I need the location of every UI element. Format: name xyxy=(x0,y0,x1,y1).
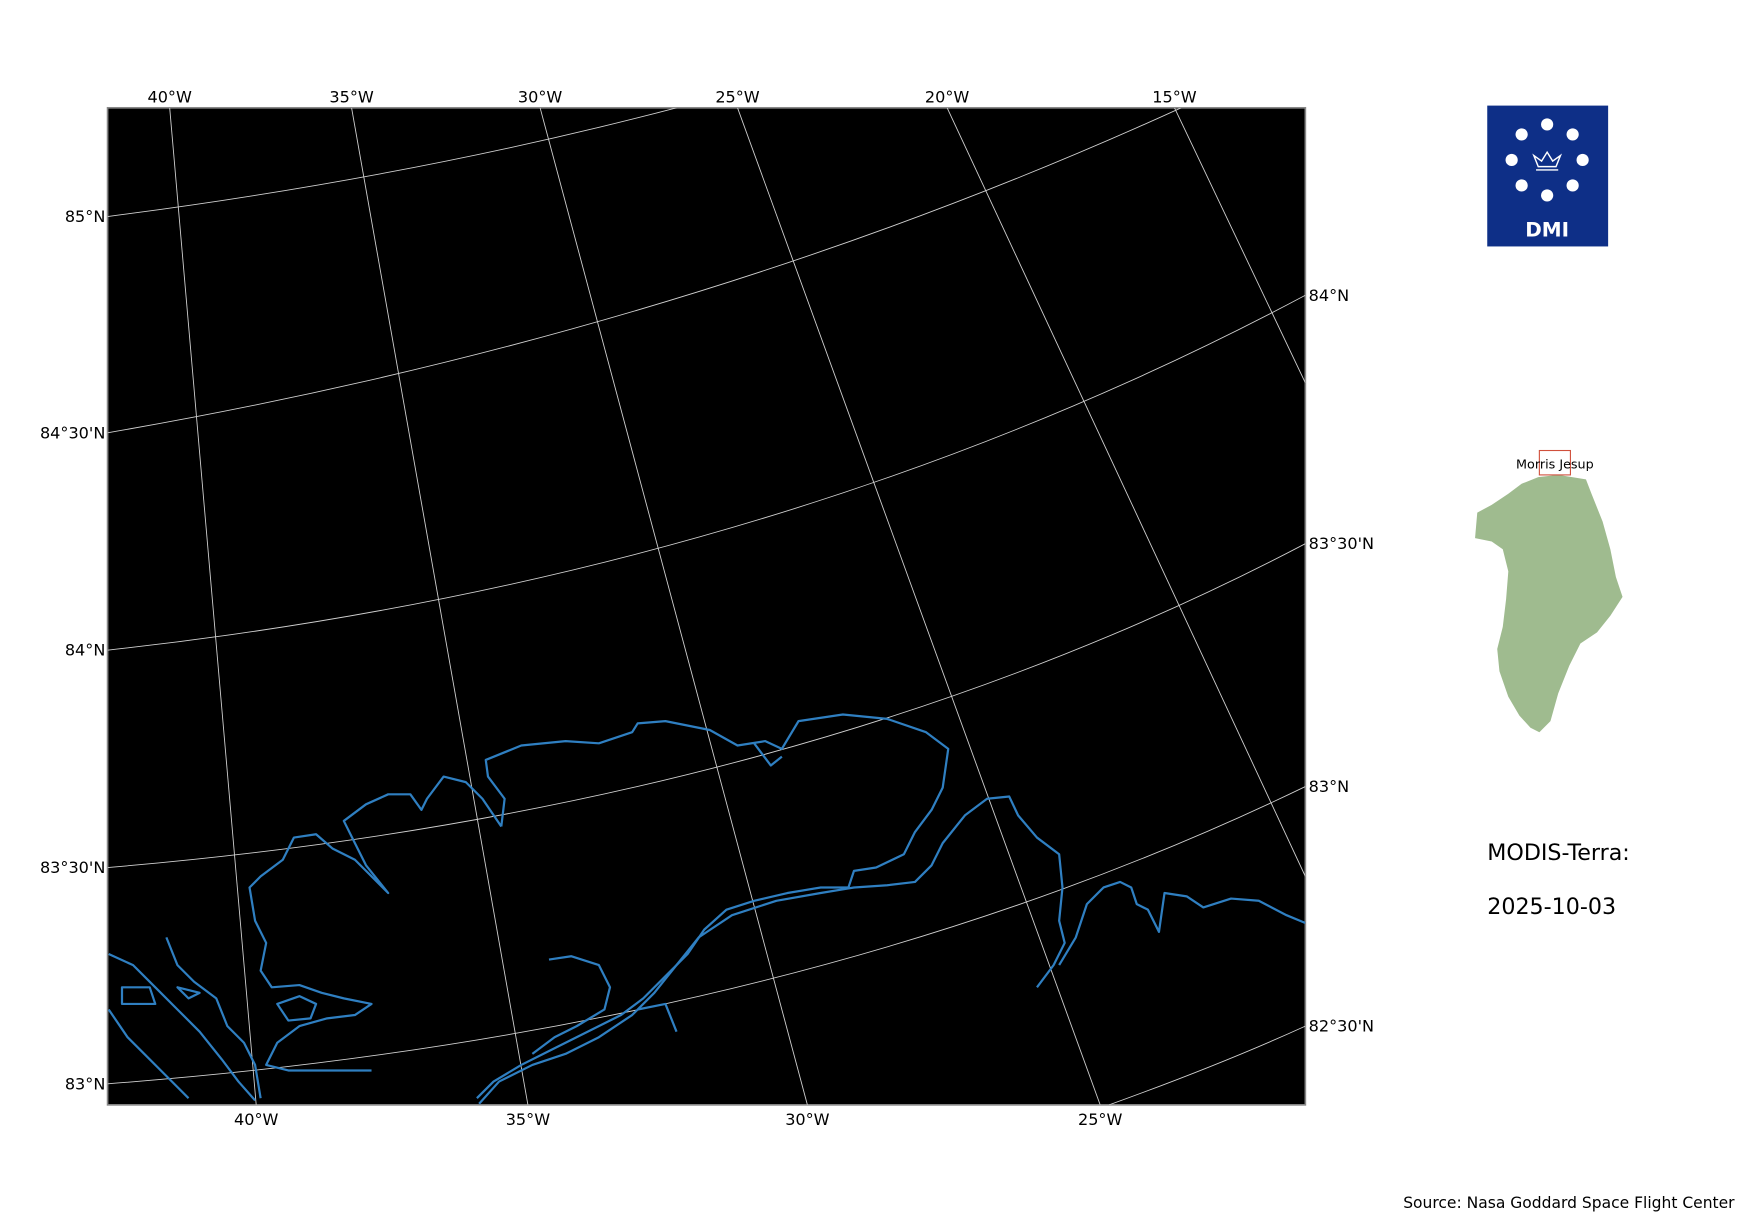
lat-label: 85°N xyxy=(65,207,106,226)
location-label: Morris Jesup xyxy=(1516,457,1594,472)
image-date: 2025-10-03 xyxy=(1487,894,1616,920)
lon-label: 25°W xyxy=(1078,1110,1122,1129)
dmi-logo: DMI xyxy=(1487,105,1609,247)
lon-label: 25°W xyxy=(715,87,759,106)
logo-dots xyxy=(1505,118,1589,202)
lon-label: 30°W xyxy=(518,87,562,106)
map-panel[interactable] xyxy=(106,106,1307,1106)
gridlines xyxy=(107,107,1306,1105)
parallel-82-30n xyxy=(1108,1025,1306,1105)
lon-label: 35°W xyxy=(506,1110,550,1129)
greenland-landmass xyxy=(1475,474,1623,733)
lat-label: 83°30'N xyxy=(1309,534,1374,553)
lon-label: 20°W xyxy=(925,87,969,106)
map-frame xyxy=(106,106,1307,1106)
meridian-15w xyxy=(1174,107,1306,384)
lon-label: 15°W xyxy=(1152,87,1196,106)
lon-label: 40°W xyxy=(147,87,191,106)
meridian-20w xyxy=(946,107,1306,877)
meridian-35w xyxy=(351,107,529,1105)
lat-label: 84°N xyxy=(65,641,106,660)
logo-text: DMI xyxy=(1525,217,1569,241)
parallel-83-30n xyxy=(107,543,1306,868)
parallel-84n xyxy=(107,294,1306,651)
lat-label: 83°30'N xyxy=(40,858,105,877)
parallel-85n xyxy=(107,107,677,217)
lat-label: 82°30'N xyxy=(1309,1017,1374,1036)
lat-label: 83°N xyxy=(1309,777,1350,796)
lat-label: 84°N xyxy=(1309,286,1350,305)
crown-icon xyxy=(1532,150,1563,171)
lon-labels-top: 40°W 35°W 30°W 25°W 20°W 15°W xyxy=(147,87,1196,106)
meridian-30w xyxy=(539,107,808,1105)
source-credit: Source: Nasa Goddard Space Flight Center xyxy=(1403,1194,1735,1212)
location-box xyxy=(1538,449,1571,476)
lat-labels-right: 84°N 83°30'N 83°N 82°30'N xyxy=(1309,286,1374,1036)
lat-label: 84°30'N xyxy=(40,423,105,442)
meridian-40w xyxy=(169,107,257,1105)
lon-label: 35°W xyxy=(329,87,373,106)
greenland-inset-map: Morris Jesup xyxy=(1475,449,1623,733)
sensor-title: MODIS-Terra: xyxy=(1487,840,1630,866)
coastlines xyxy=(107,713,1306,1105)
lat-label: 83°N xyxy=(65,1074,106,1093)
lat-labels-left: 85°N 84°30'N 84°N 83°30'N 83°N xyxy=(40,207,105,1093)
lon-label: 30°W xyxy=(785,1110,829,1129)
parallel-83n xyxy=(107,786,1306,1085)
lon-label: 40°W xyxy=(234,1110,278,1129)
lon-labels-bottom: 40°W 35°W 30°W 25°W xyxy=(234,1110,1122,1129)
parallel-84-30n xyxy=(107,107,1182,434)
meridian-25w xyxy=(737,107,1101,1105)
